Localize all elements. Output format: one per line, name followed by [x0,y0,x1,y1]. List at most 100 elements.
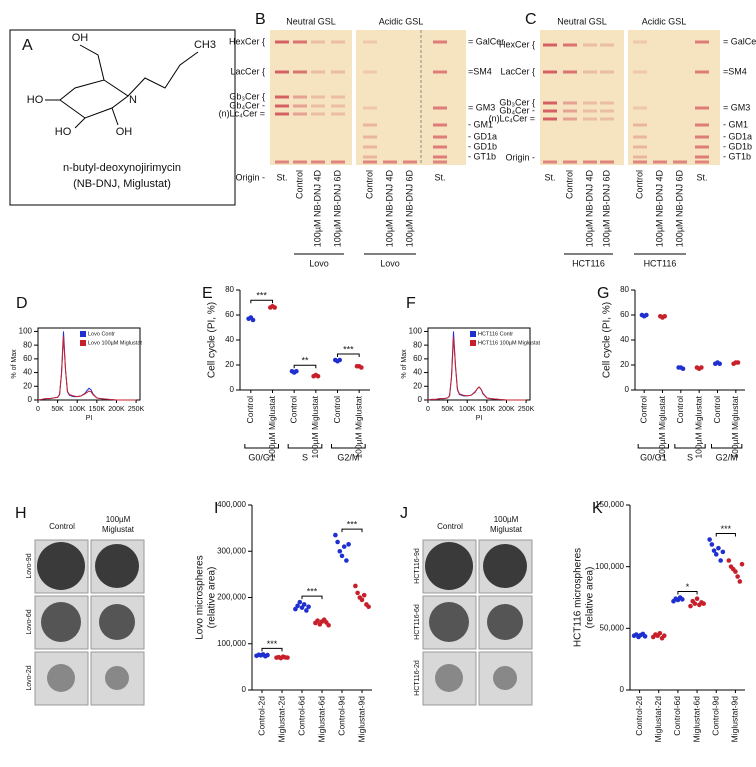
panel-label: I [214,500,218,517]
row-label: Lovo-6d [26,609,33,634]
tlc-band [563,70,577,74]
data-point [359,365,364,370]
x-tick-label: 100µM Miglustat [693,395,703,458]
lane-label: St. [544,172,555,182]
panel-label: D [16,295,28,312]
data-point [355,590,360,596]
panel-label: B [255,11,266,28]
data-point [735,360,741,365]
tlc-band [600,109,614,113]
data-point [717,361,722,367]
compound-alias: (NB-DNJ, Miglustat) [73,178,171,190]
tlc-band [695,106,709,110]
tlc-band [543,160,557,164]
x-tick-label: 100K [69,406,86,413]
group-label: G2/M [716,452,738,462]
data-point [326,622,331,628]
y-tick-label: 0 [625,385,630,394]
lane-label: St. [276,172,287,182]
lane-label: 100µM NB-DNJ 6D [332,169,342,247]
tlc-band [633,40,647,44]
significance-bracket [250,299,273,304]
significance-label: * [686,582,690,592]
band-label: =SM4 [723,66,747,76]
column-label-line: 100µM [494,515,519,524]
tlc-band [293,70,307,74]
legend-swatch [470,340,476,346]
sphere [425,542,473,590]
group-label: HCT116 [644,258,677,268]
band-label: - GD1a [723,131,752,141]
panel-label: J [400,505,408,522]
y-tick-label: 20 [413,381,422,390]
x-tick-label: Control [712,396,722,424]
data-point [662,313,667,319]
tlc-band [633,70,647,74]
tlc-band [633,123,647,127]
band-label: = GalCer [723,36,756,46]
x-tick-label: Control-2d [634,696,644,736]
sphere [429,602,469,642]
band-label: =SM4 [468,66,492,76]
data-point [737,579,743,584]
tlc-band [600,70,614,74]
tlc-band [695,160,709,164]
tlc-band [311,160,325,164]
y-tick-label: 40 [413,368,422,377]
tlc-band [363,106,377,110]
data-point [315,373,321,379]
tlc-band [433,160,447,164]
group-bracket [637,444,669,449]
tlc-band [363,70,377,74]
group-label: G2/M [337,452,359,462]
axis [634,290,745,391]
significance-label: *** [256,291,267,301]
group-label: S [302,452,308,462]
tlc-band [600,160,614,164]
y-tick-label: 0 [230,385,235,394]
tlc-band [563,109,577,113]
band-label: - GM1 [468,119,493,129]
lane-label: Control [634,170,644,199]
group-bracket [287,444,323,449]
tlc-band [563,117,577,121]
y-axis-title: % of Max [401,349,408,379]
origin-label: Origin - [235,172,265,182]
tlc-band [433,70,447,74]
tlc-band [363,40,377,44]
tlc-band [695,145,709,149]
band-label: LacCer { [230,66,265,76]
tlc-band [275,104,289,108]
tlc-band [695,40,709,44]
group-bracket [674,444,706,449]
sphere [47,664,75,692]
tlc-band [543,43,557,47]
tlc-band [275,95,289,99]
y-tick-label: 100 [19,327,33,336]
band-label: (n)Lc₄Cer = [489,113,535,123]
x-tick-label: Control-6d [672,696,682,736]
legend-swatch [80,331,86,337]
tlc-plate [540,30,624,165]
tlc-band [695,123,709,127]
x-tick-label: 100K [459,406,476,413]
tlc-band [583,101,597,105]
tlc-band [433,123,447,127]
tlc-band [583,109,597,113]
tlc-band [363,145,377,149]
tlc-band [673,160,687,164]
row-label: HCT116-9d [414,548,421,584]
y-tick-label: 40 [23,368,32,377]
tlc-band [311,70,325,74]
x-tick-label: Control-2d [256,696,266,736]
axis [251,505,372,691]
x-tick-label: 100µM Miglustat [730,395,740,458]
y-tick-label: 200,000 [217,593,246,602]
legend-label: HCT116 Contr [478,331,513,337]
tlc-band [543,70,557,74]
data-point [353,583,358,589]
tlc-band [695,155,709,159]
data-point [713,552,719,557]
lane-label: 100µM NB-DNJ 4D [654,169,664,247]
section-title: Neutral GSL [286,16,336,26]
